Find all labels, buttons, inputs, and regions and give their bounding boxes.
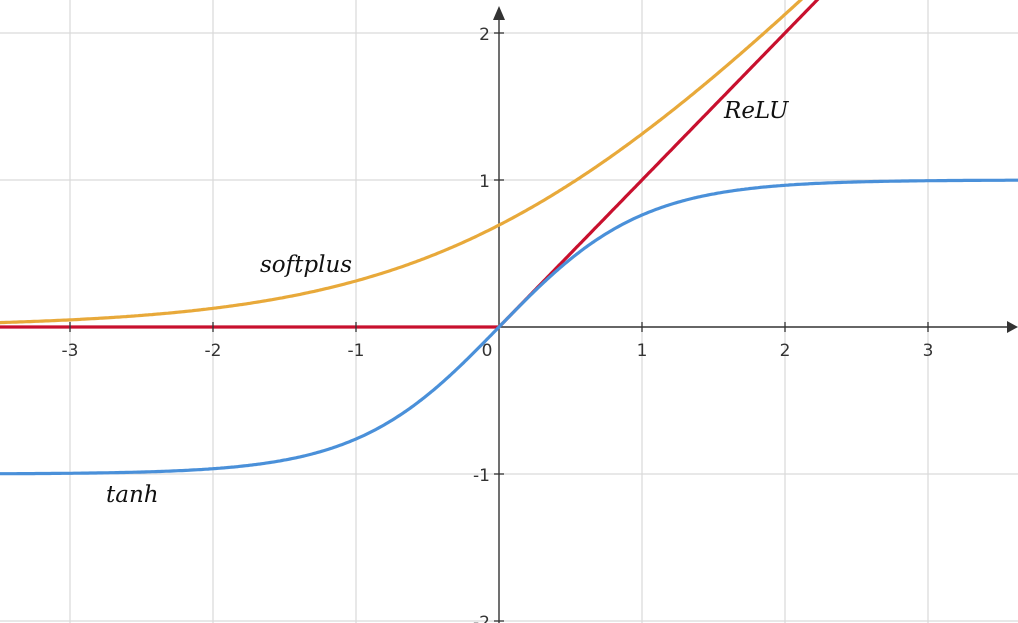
series-line-softplus — [0, 0, 804, 325]
curve-label-softplus: softplus — [260, 252, 352, 278]
curve-label-tanh: tanh — [106, 482, 159, 508]
curves — [0, 0, 1018, 476]
x-tick-label: -1 — [348, 341, 365, 361]
y-tick-label: 1 — [479, 172, 490, 192]
y-tick-label: 2 — [479, 25, 490, 45]
x-tick-label: 1 — [637, 341, 648, 361]
y-tick-label: -1 — [473, 466, 490, 486]
x-tick-label: 3 — [923, 341, 934, 361]
y-axis-arrow-icon — [493, 6, 505, 20]
x-axis-arrow-icon — [1007, 321, 1018, 333]
x-tick-label: -2 — [205, 341, 222, 361]
tick-labels: -3 -2 -1 0 1 2 3 -2 -1 1 2 — [62, 25, 934, 623]
x-tick-label: 0 — [482, 341, 493, 361]
x-tick-label: 2 — [780, 341, 791, 361]
y-tick-label: -2 — [473, 613, 490, 623]
curve-labels: softplus ReLU tanh — [106, 98, 790, 508]
curve-label-relu: ReLU — [723, 98, 790, 124]
series-line-tanh — [0, 178, 1018, 476]
x-tick-label: -3 — [62, 341, 79, 361]
series-line-relu — [0, 0, 820, 329]
